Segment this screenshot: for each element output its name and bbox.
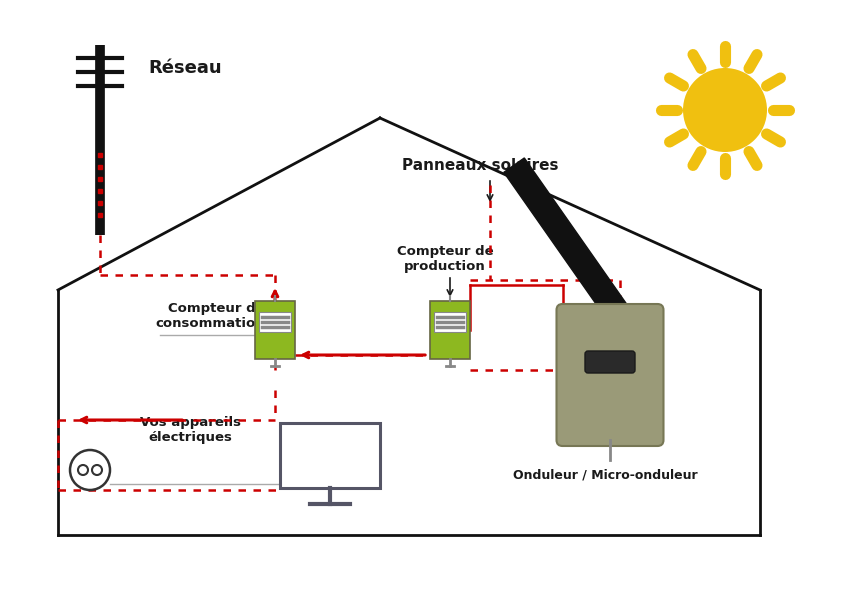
Circle shape: [683, 68, 767, 152]
Circle shape: [92, 465, 102, 475]
Text: Panneaux solaires: Panneaux solaires: [402, 158, 558, 173]
Circle shape: [78, 465, 88, 475]
Text: Vos appareils
électriques: Vos appareils électriques: [140, 416, 241, 444]
Bar: [434, 312, 466, 332]
Circle shape: [70, 450, 110, 490]
FancyBboxPatch shape: [585, 351, 635, 373]
Text: Compteur de
consommation: Compteur de consommation: [156, 302, 265, 330]
Bar: [259, 312, 291, 332]
Bar: [430, 301, 470, 359]
Text: Onduleur / Micro-onduleur: Onduleur / Micro-onduleur: [513, 468, 697, 481]
Bar: [255, 301, 295, 359]
Text: Compteur de
production: Compteur de production: [397, 245, 493, 273]
FancyBboxPatch shape: [557, 304, 663, 446]
Polygon shape: [504, 158, 637, 332]
Text: Réseau: Réseau: [148, 59, 221, 77]
FancyBboxPatch shape: [280, 422, 380, 487]
